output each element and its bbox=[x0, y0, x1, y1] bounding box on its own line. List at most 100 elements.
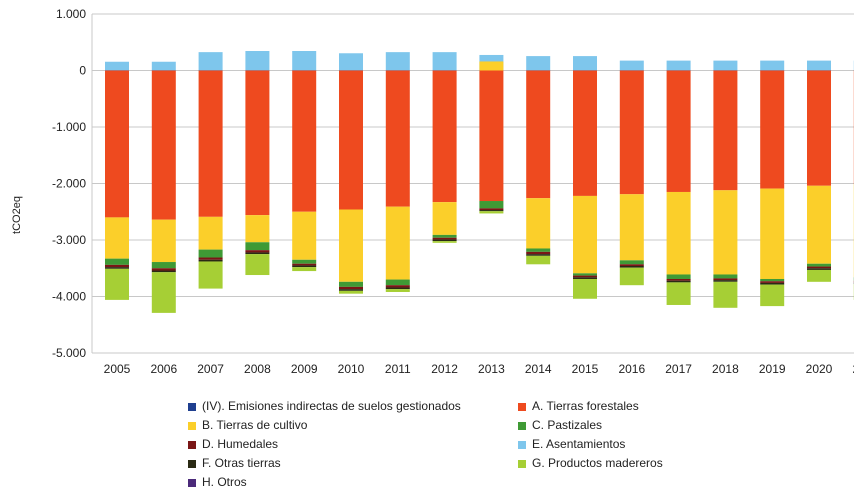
x-tick-label: 2018 bbox=[712, 362, 739, 376]
legend-item: A. Tierras forestales bbox=[518, 398, 748, 415]
bar-segment bbox=[245, 70, 270, 216]
x-tick-label: 2020 bbox=[806, 362, 833, 376]
bar-segment bbox=[479, 208, 504, 211]
bar-segment bbox=[105, 264, 129, 268]
bar-segment bbox=[760, 278, 785, 282]
bar-segment bbox=[619, 70, 644, 195]
bar-segment bbox=[432, 239, 457, 242]
bar-segment bbox=[526, 248, 551, 252]
y-axis-ticks: 1.000 0 -1.000 -2.000 -3.000 -4.000 -5.000 bbox=[52, 7, 86, 360]
legend-swatch bbox=[188, 402, 196, 411]
x-tick-label: 2017 bbox=[665, 362, 692, 376]
bar-segment bbox=[666, 278, 691, 281]
x-tick-label: 2021 bbox=[852, 362, 854, 376]
bar-segment bbox=[573, 273, 597, 276]
x-tick-label: 2005 bbox=[104, 362, 131, 376]
legend-swatch bbox=[518, 421, 526, 430]
bar-segment bbox=[713, 281, 738, 308]
bar-segment bbox=[245, 252, 270, 255]
y-tick-label: -2.000 bbox=[52, 177, 86, 191]
bar-segment bbox=[760, 188, 785, 279]
bar-segment bbox=[619, 267, 644, 286]
legend-label: E. Asentamientos bbox=[532, 437, 626, 451]
legend-item: G. Productos madereros bbox=[518, 455, 748, 472]
bar-segment bbox=[385, 289, 410, 292]
bar-segment bbox=[151, 268, 176, 271]
bar-segment bbox=[619, 265, 644, 268]
legend-item: (IV). Emisiones indirectas de suelos ges… bbox=[188, 398, 518, 415]
legend-item: E. Asentamientos bbox=[518, 436, 748, 453]
legend-item: B. Tierras de cultivo bbox=[188, 417, 518, 434]
bar-segment bbox=[105, 267, 129, 269]
bar-segment bbox=[807, 269, 831, 282]
bar-segment bbox=[245, 215, 270, 243]
legend-item: H. Otros bbox=[188, 474, 518, 491]
bar-segment bbox=[573, 195, 597, 274]
bars bbox=[105, 51, 854, 313]
x-tick-label: 2014 bbox=[525, 362, 552, 376]
bar-segment bbox=[760, 284, 785, 307]
legend-label: B. Tierras de cultivo bbox=[202, 418, 308, 432]
bar-segment bbox=[105, 217, 129, 259]
stacked-bar-chart: 1.000 0 -1.000 -2.000 -3.000 -4.000 -5.000 200… bbox=[11, 7, 854, 376]
legend-swatch bbox=[188, 459, 196, 468]
bar-segment bbox=[479, 70, 504, 202]
bar-segment bbox=[292, 267, 317, 272]
bar-segment bbox=[713, 278, 738, 281]
bar-segment bbox=[105, 70, 129, 218]
y-tick-label: -5.000 bbox=[52, 346, 86, 360]
x-tick-label: 2009 bbox=[291, 362, 318, 376]
legend-swatch bbox=[188, 421, 196, 430]
legend-label: G. Productos madereros bbox=[532, 456, 663, 470]
bar-segment bbox=[339, 290, 363, 294]
bar-segment bbox=[432, 237, 457, 240]
bar-segment bbox=[198, 249, 223, 258]
bar-segment bbox=[666, 191, 691, 275]
bar-segment bbox=[245, 51, 270, 71]
bar-segment bbox=[198, 261, 223, 289]
bar-segment bbox=[807, 70, 831, 186]
bar-segment bbox=[198, 259, 223, 262]
bar-segment bbox=[526, 56, 551, 71]
bar-segment bbox=[666, 70, 691, 192]
bar-segment bbox=[573, 56, 597, 71]
bar-segment bbox=[339, 209, 363, 282]
bar-segment bbox=[151, 219, 176, 263]
bar-segment bbox=[526, 254, 551, 256]
x-tick-label: 2007 bbox=[197, 362, 224, 376]
x-tick-label: 2010 bbox=[338, 362, 365, 376]
y-tick-label: -3.000 bbox=[52, 233, 86, 247]
bar-segment bbox=[292, 70, 317, 212]
bar-segment bbox=[292, 259, 317, 264]
legend-swatch bbox=[518, 402, 526, 411]
x-tick-label: 2013 bbox=[478, 362, 505, 376]
bar-segment bbox=[385, 206, 410, 280]
chart-legend: (IV). Emisiones indirectas de suelos ges… bbox=[188, 398, 748, 491]
bar-segment bbox=[760, 282, 785, 285]
x-axis-ticks: 2005 2006 2007 2008 2009 2010 2011 2012 2013 2014… bbox=[104, 362, 854, 376]
bar-segment bbox=[619, 264, 644, 266]
y-tick-label: -1.000 bbox=[52, 120, 86, 134]
bar-segment bbox=[198, 216, 223, 250]
bar-segment bbox=[385, 52, 410, 71]
legend-swatch bbox=[518, 440, 526, 449]
bar-segment bbox=[339, 286, 363, 290]
bar-segment bbox=[807, 60, 831, 71]
bar-segment bbox=[713, 280, 738, 282]
bar-segment bbox=[151, 70, 176, 220]
bar-segment bbox=[432, 202, 457, 235]
bar-segment bbox=[713, 70, 738, 191]
y-tick-label: 1.000 bbox=[56, 7, 86, 21]
x-tick-label: 2006 bbox=[150, 362, 177, 376]
bar-segment bbox=[666, 60, 691, 71]
x-tick-label: 2016 bbox=[618, 362, 645, 376]
bar-segment bbox=[479, 211, 504, 214]
bar-segment bbox=[339, 70, 363, 210]
bar-segment bbox=[385, 287, 410, 290]
bar-segment bbox=[526, 70, 551, 199]
bar-segment bbox=[245, 250, 270, 253]
bar-segment bbox=[666, 274, 691, 279]
bar-segment bbox=[573, 275, 597, 278]
legend-item: F. Otras tierras bbox=[188, 455, 518, 472]
bar-segment bbox=[619, 194, 644, 261]
